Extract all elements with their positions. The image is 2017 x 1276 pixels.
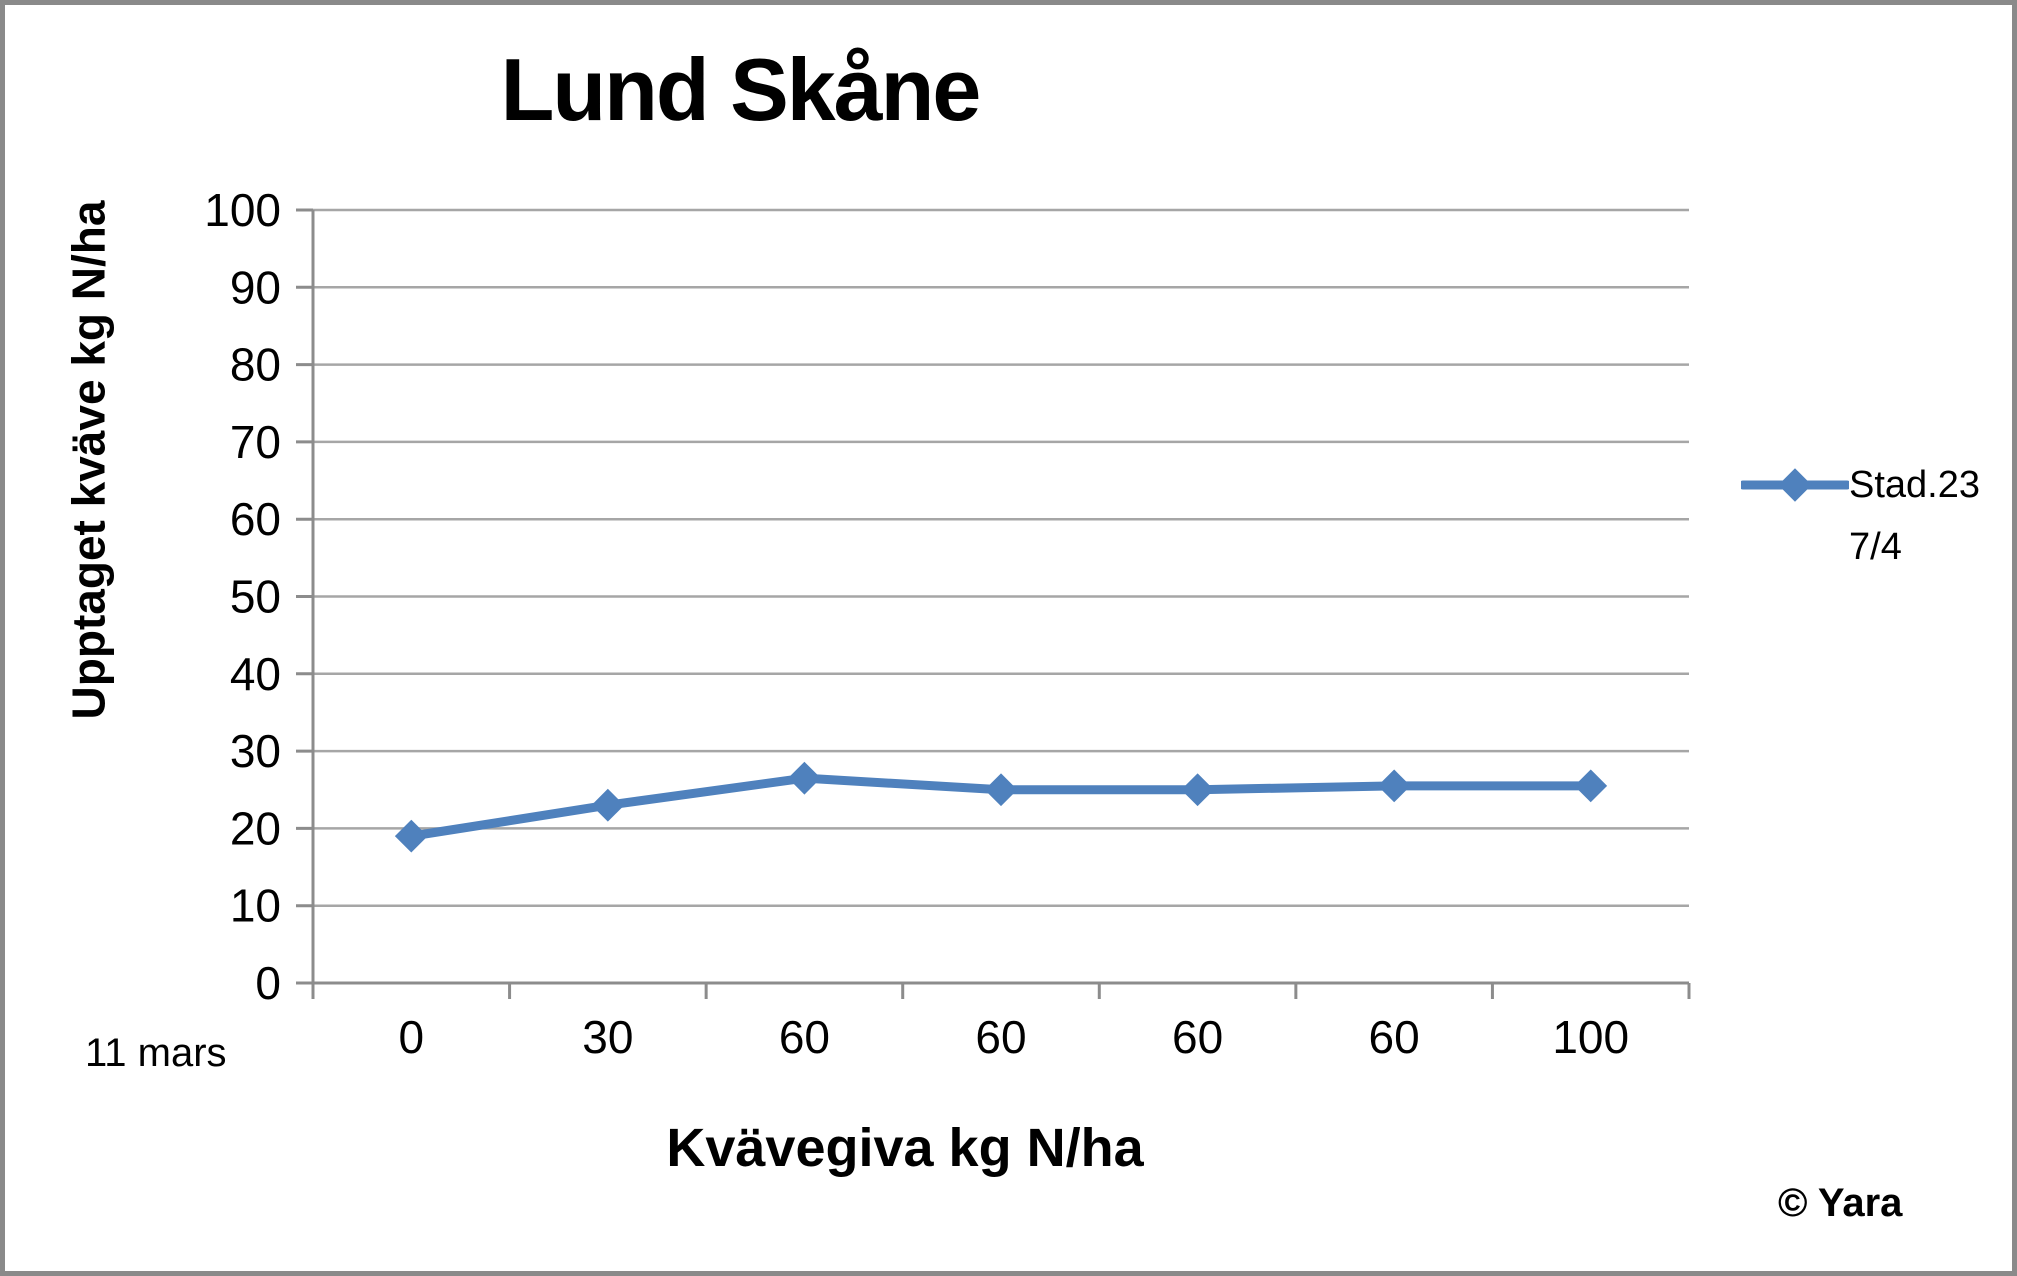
y-tick-label: 10 [230,880,281,932]
chart-title: Lund Skåne [500,40,982,139]
x-tick-label: 60 [1369,1011,1420,1063]
data-point-marker [1574,769,1608,803]
x-tick-label: 0 [398,1011,424,1063]
y-axis-title: Upptaget kväve kg N/ha [61,201,115,720]
date-annotation: 11 mars [85,1031,227,1075]
legend-label-line2: 7/4 [1849,525,1902,568]
y-tick-label: 40 [230,648,281,700]
x-tick-label: 60 [779,1011,830,1063]
data-point-marker [1181,773,1214,807]
plot-area: 0 10 20 30 40 50 60 70 80 90 100 0 30 60 60 60 60 100 [204,184,1691,1063]
data-point-marker [1377,769,1411,803]
y-axis-title-text: Upptaget kväve kg N/ha [62,200,114,720]
x-tick-label: 60 [1172,1011,1223,1063]
legend-label: Stad.23 7/4 [1849,455,1980,578]
y-tick-label: 60 [230,493,281,545]
y-tick-label: 80 [230,339,281,391]
legend: Stad.23 7/4 [1741,455,1980,578]
x-tick-label: 30 [582,1011,633,1063]
data-point-marker [394,819,428,853]
y-tick-label: 50 [230,571,281,623]
data-point-marker [591,788,625,822]
y-tick-label: 70 [230,416,281,468]
x-tick-label: 60 [975,1011,1026,1063]
y-tick-label: 90 [230,261,281,313]
legend-diamond [1778,468,1812,502]
data-point-marker [984,773,1018,807]
legend-series-marker [1741,468,1849,502]
copyright-credit: © Yara [1778,1181,1903,1225]
y-tick-label: 100 [204,184,281,236]
data-point-marker [788,761,821,795]
y-tick-label: 30 [230,725,281,777]
y-tick-label: 20 [230,802,281,854]
legend-label-line1: Stad.23 [1849,464,1980,506]
x-tick-label: 100 [1552,1011,1629,1063]
x-axis-title: Kvävegiva kg N/ha [666,1118,1144,1178]
y-tick-label: 0 [255,957,281,1009]
